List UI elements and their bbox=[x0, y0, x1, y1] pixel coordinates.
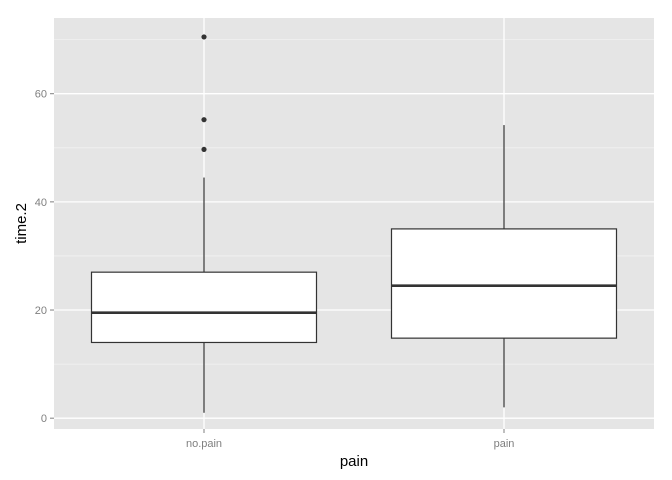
x-axis-title: pain bbox=[340, 453, 368, 470]
box-group-pain bbox=[390, 125, 618, 408]
box-group-no.pain bbox=[90, 34, 318, 413]
y-tick-label: 40 bbox=[35, 197, 47, 209]
y-tick-label: 20 bbox=[35, 305, 47, 317]
y-tick-label: 0 bbox=[41, 413, 47, 425]
y-tick-label: 60 bbox=[35, 89, 47, 101]
box bbox=[390, 228, 618, 339]
box bbox=[90, 271, 318, 344]
y-axis-title: time.2 bbox=[13, 203, 30, 244]
axis-ticks: 0 20 40 60 no.pain pain bbox=[35, 89, 515, 450]
outlier-point bbox=[201, 34, 207, 40]
x-tick-label: no.pain bbox=[186, 438, 222, 450]
plot-panel bbox=[54, 18, 654, 429]
outlier-point bbox=[201, 117, 207, 123]
x-tick-label: pain bbox=[494, 438, 515, 450]
outlier-point bbox=[201, 146, 207, 153]
boxes bbox=[90, 34, 618, 413]
